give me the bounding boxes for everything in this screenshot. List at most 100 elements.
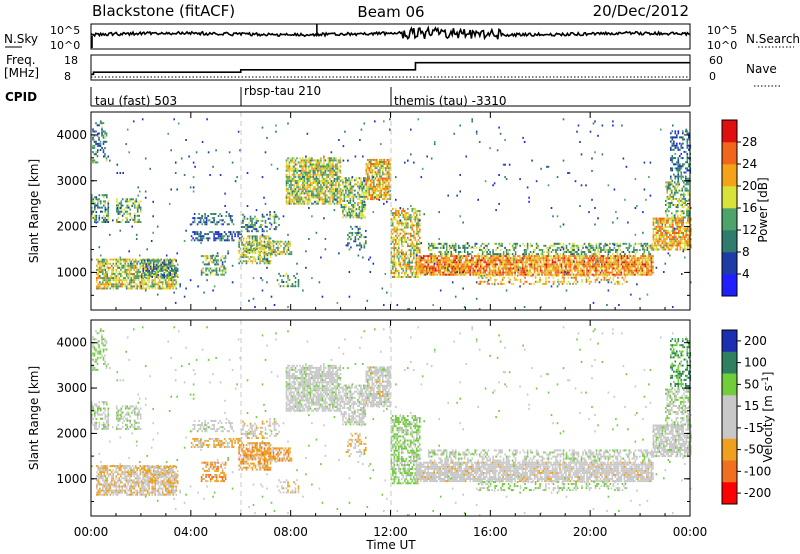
power-point xyxy=(303,180,306,182)
power-point xyxy=(628,257,630,260)
power-point xyxy=(332,190,334,193)
power-point xyxy=(393,261,396,264)
power-point xyxy=(544,267,546,270)
power-point xyxy=(631,271,633,274)
power-point xyxy=(361,191,364,194)
power-point xyxy=(118,260,121,263)
power-point xyxy=(130,279,132,282)
power-point xyxy=(163,279,165,282)
power-point xyxy=(374,163,377,165)
power-point xyxy=(404,232,406,235)
power-point xyxy=(220,223,223,226)
power-point xyxy=(345,177,347,180)
power-point xyxy=(285,175,288,178)
power-point xyxy=(404,257,406,260)
power-point xyxy=(370,169,372,172)
power-point xyxy=(617,263,620,266)
power-point xyxy=(169,263,171,266)
power-point xyxy=(255,217,258,220)
power-point xyxy=(430,257,432,260)
power-point xyxy=(269,215,271,218)
power-point xyxy=(120,200,123,203)
power-point xyxy=(437,259,440,262)
power-point xyxy=(396,222,399,225)
power-point xyxy=(104,200,107,203)
power-point xyxy=(245,262,248,265)
power-point xyxy=(419,228,421,231)
power-point xyxy=(436,257,438,260)
power-point xyxy=(457,259,459,262)
power-point xyxy=(96,281,98,284)
power-point xyxy=(562,246,565,249)
power-point xyxy=(535,253,538,256)
power-point xyxy=(592,246,595,249)
power-point xyxy=(402,269,405,272)
power-point xyxy=(360,212,362,215)
power-point xyxy=(514,263,516,266)
power-point xyxy=(339,175,342,178)
power-point xyxy=(105,157,108,160)
power-point xyxy=(254,237,257,240)
power-point xyxy=(455,263,458,266)
power-point xyxy=(281,281,283,283)
power-point xyxy=(262,246,264,249)
power-point xyxy=(536,263,539,266)
power-point xyxy=(481,265,483,268)
power-point xyxy=(623,271,626,274)
power-point xyxy=(290,285,292,288)
power-point xyxy=(430,267,432,270)
power-point xyxy=(571,261,573,264)
power-point xyxy=(333,171,336,174)
power-point xyxy=(577,253,580,256)
power-point xyxy=(371,169,374,172)
power-point xyxy=(360,234,363,237)
power-point xyxy=(363,210,365,213)
power-point xyxy=(102,151,105,154)
power-point xyxy=(118,285,121,288)
power-point xyxy=(249,215,252,218)
power-point xyxy=(619,255,621,258)
power-point xyxy=(640,255,642,258)
power-point xyxy=(287,188,289,191)
power-point xyxy=(545,271,548,274)
power-point xyxy=(346,193,349,196)
power-point xyxy=(160,281,162,284)
power-point xyxy=(451,269,453,272)
power-point xyxy=(359,225,361,228)
power-point xyxy=(302,161,304,164)
power-point xyxy=(160,261,162,264)
power-point xyxy=(410,214,412,217)
power-point xyxy=(176,263,179,266)
power-point xyxy=(379,183,381,186)
power-point xyxy=(214,231,217,234)
power-point xyxy=(358,212,361,215)
power-point xyxy=(306,200,309,203)
power-point xyxy=(405,269,408,272)
power-point xyxy=(151,269,153,272)
power-point xyxy=(318,186,321,189)
power-point xyxy=(410,234,412,237)
power-point xyxy=(496,271,498,274)
power-point xyxy=(288,202,291,205)
power-point xyxy=(419,236,421,239)
power-point xyxy=(486,251,488,253)
power-point xyxy=(596,273,599,276)
power-point xyxy=(589,242,592,245)
power-point xyxy=(417,257,419,260)
power-point xyxy=(637,263,639,266)
power-point xyxy=(374,191,377,194)
power-point xyxy=(297,285,300,288)
power-point xyxy=(285,194,288,197)
power-point xyxy=(158,275,161,278)
power-point xyxy=(297,200,300,203)
power-point xyxy=(297,283,300,286)
power-point xyxy=(92,147,94,149)
power-point xyxy=(640,269,642,272)
power-point xyxy=(411,273,414,276)
power-point xyxy=(589,255,591,258)
power-point xyxy=(336,177,339,180)
power-point xyxy=(164,279,167,282)
power-point xyxy=(166,269,168,272)
power-point xyxy=(370,167,372,170)
power-point xyxy=(306,165,309,168)
